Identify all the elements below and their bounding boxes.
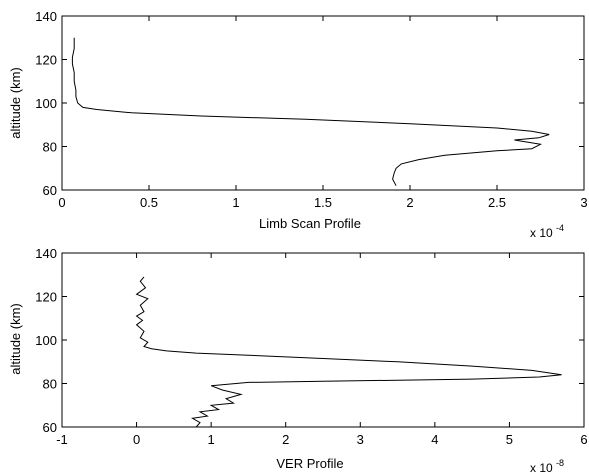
chart-1-plot-frame	[62, 253, 584, 427]
chart-1-x-tick-label: 1	[208, 432, 215, 447]
chart-0-x-multiplier-exponent: -4	[556, 223, 564, 233]
limb-scan-chart: altitude (km) Limb Scan Profile x 10 -4 …	[8, 9, 588, 240]
ver-profile-chart: altitude (km) VER Profile x 10 -8 -1 0 1 2 3…	[8, 246, 588, 475]
chart-0-x-tick-label: 1.5	[314, 195, 332, 210]
chart-0-x-tick-label: 1	[232, 195, 239, 210]
chart-1-x-multiplier-base: x 10	[530, 461, 553, 475]
chart-1-x-tick-label: 3	[357, 432, 364, 447]
chart-0-x-axis-label: Limb Scan Profile	[259, 216, 361, 231]
chart-0-x-tick-label: 0	[58, 195, 65, 210]
chart-1-x-tick-label: 6	[580, 432, 587, 447]
chart-0-y-axis-label: altitude (km)	[8, 67, 23, 139]
chart-1-x-tick-label: 0	[133, 432, 140, 447]
chart-1-y-tick-label: 140	[35, 246, 57, 261]
chart-0-y-tick-label: 80	[43, 140, 57, 155]
chart-1-y-tick-label: 60	[43, 420, 57, 435]
chart-0-y-tick-label: 120	[35, 53, 57, 68]
chart-1-x-tick-label: 2	[282, 432, 289, 447]
chart-0-y-tick-label: 140	[35, 9, 57, 24]
chart-1-y-tick-label: 120	[35, 290, 57, 305]
chart-0-plot-frame	[62, 16, 584, 190]
chart-0-x-multiplier-base: x 10	[530, 226, 553, 240]
chart-0-x-tick-label: 3	[580, 195, 587, 210]
chart-1-y-axis-label: altitude (km)	[8, 303, 23, 375]
chart-1-x-tick-label: -1	[56, 432, 68, 447]
chart-1-x-multiplier: x 10 -8	[530, 458, 564, 475]
chart-1-x-tick-label: 5	[506, 432, 513, 447]
chart-1-x-multiplier-exponent: -8	[556, 458, 564, 468]
chart-0-x-tick-label: 2	[406, 195, 413, 210]
chart-1-y-tick-label: 100	[35, 333, 57, 348]
chart-0-x-multiplier: x 10 -4	[530, 223, 564, 240]
chart-0-y-tick-label: 60	[43, 183, 57, 198]
chart-1-y-tick-label: 80	[43, 377, 57, 392]
chart-0-x-tick-label: 0.5	[140, 195, 158, 210]
chart-0-y-tick-label: 100	[35, 96, 57, 111]
chart-0-x-tick-label: 2.5	[488, 195, 506, 210]
chart-1-x-tick-label: 4	[431, 432, 438, 447]
chart-1-x-axis-label: VER Profile	[276, 456, 343, 471]
